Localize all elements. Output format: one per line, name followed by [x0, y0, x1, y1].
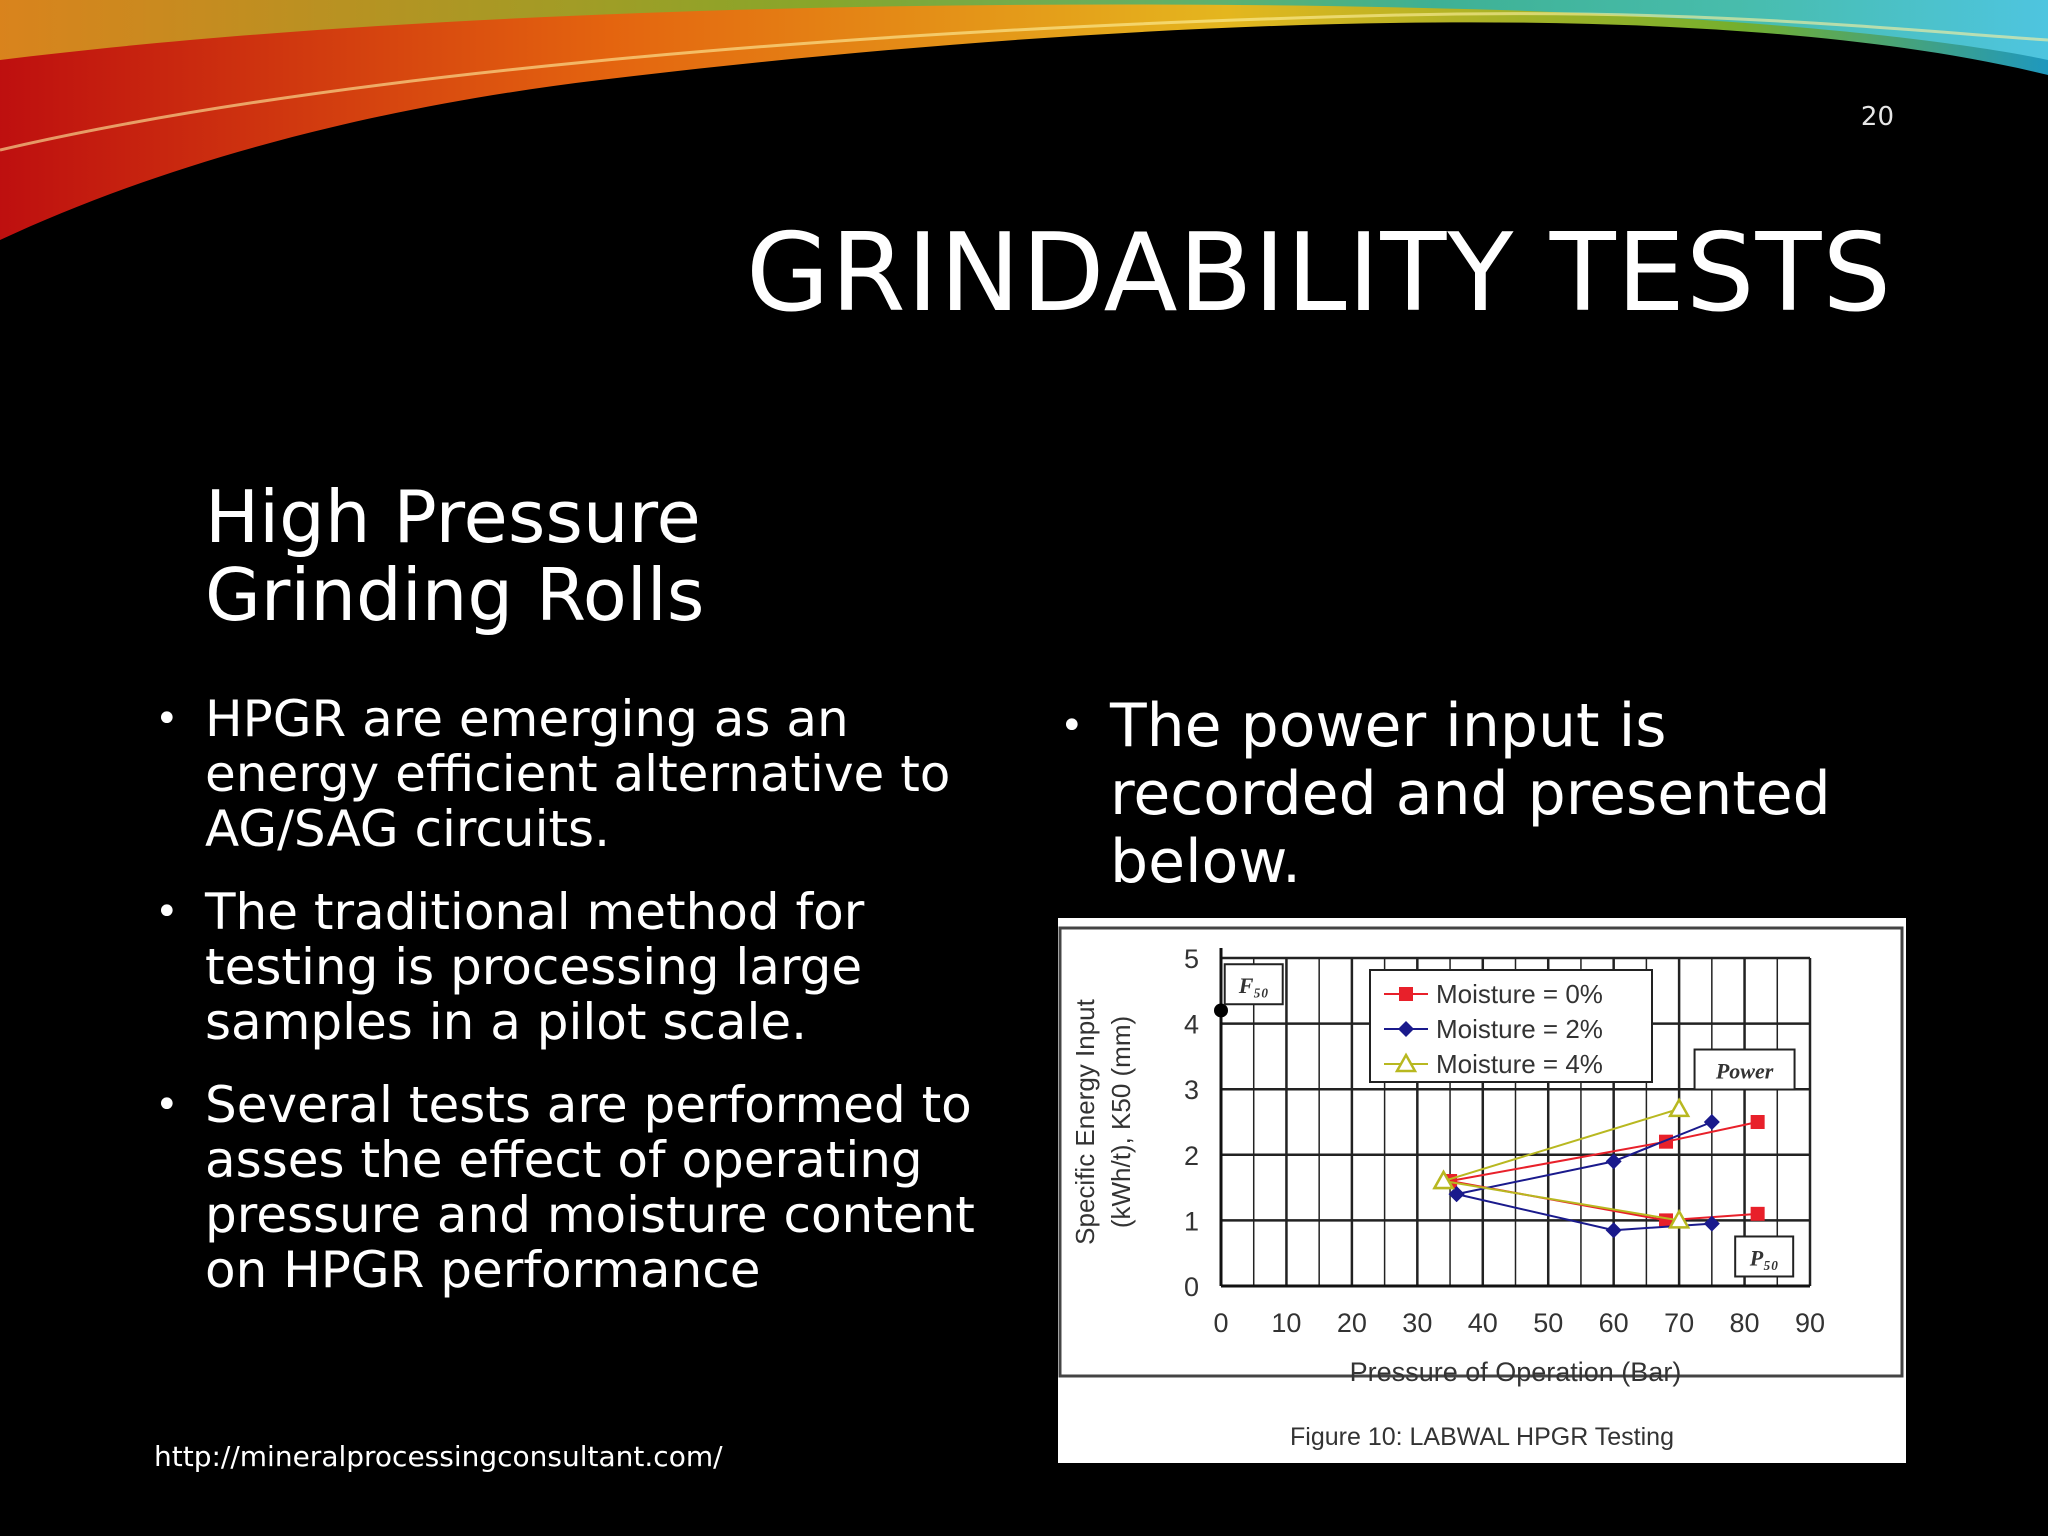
data-point-diamond	[1605, 1153, 1622, 1170]
decorative-swoosh	[0, 0, 2048, 240]
annotation-label: Power	[1715, 1059, 1774, 1084]
data-point-diamond	[1398, 1021, 1414, 1037]
slide-number: 20	[1860, 102, 1894, 132]
y-axis-label-line2: (kWh/t), K50 (mm)	[1106, 1016, 1136, 1228]
annotation-label: F₅₀	[1238, 973, 1269, 998]
bullet-dot-icon: •	[155, 889, 179, 935]
data-point-triangle	[1667, 1097, 1691, 1118]
data-point-triangle	[1394, 1052, 1418, 1073]
bullet-text: The traditional method for testing is pr…	[205, 883, 865, 1051]
y-tick-label: 4	[1184, 1010, 1199, 1040]
x-tick-label: 60	[1599, 1308, 1629, 1338]
x-tick-label: 10	[1271, 1308, 1301, 1338]
bullet-item: • HPGR are emerging as an energy efficien…	[155, 692, 1005, 857]
series-line	[1443, 1107, 1680, 1182]
bullet-item: • The traditional method for testing is p…	[155, 885, 1005, 1050]
data-point-square	[1750, 1115, 1765, 1129]
data-point-square	[1750, 1206, 1765, 1221]
series-line	[1443, 1180, 1680, 1222]
legend-label: Moisture = 0%	[1436, 979, 1603, 1009]
series-line	[1456, 1121, 1713, 1196]
x-tick-label: 20	[1337, 1308, 1367, 1338]
slide-subtitle: High Pressure Grinding Rolls	[205, 475, 705, 637]
y-tick-label: 1	[1184, 1206, 1199, 1236]
bullet-dot-icon: •	[155, 1082, 179, 1128]
chart-frame	[1058, 926, 1904, 1378]
data-point-triangle	[1667, 1208, 1691, 1229]
annotation-label: P₅₀	[1749, 1245, 1779, 1270]
x-tick-label: 30	[1402, 1308, 1432, 1338]
x-tick-label: 0	[1213, 1308, 1228, 1338]
y-axis-label-line1: Specific Energy Input	[1070, 998, 1100, 1244]
bullet-item: • Several tests are performed to asses th…	[155, 1078, 1005, 1298]
x-axis-label: Pressure of Operation (Bar)	[1350, 1357, 1682, 1387]
bullet-item: • The power input is recorded and present…	[1060, 692, 1940, 896]
data-point-diamond	[1448, 1186, 1465, 1203]
bullet-text: Several tests are performed to asses the…	[205, 1076, 975, 1299]
chart-figure: 0 10 20 30 40 50 60 70 80 90 0 1 2 3 4 5 Pressure of Ope…	[1058, 918, 1906, 1463]
chart-caption: Figure 10: LABWAL HPGR Testing	[1290, 1423, 1674, 1451]
x-tick-label: 70	[1664, 1308, 1694, 1338]
x-tick-label: 50	[1533, 1308, 1563, 1338]
slide-title: GRINDABILITY TESTS	[745, 211, 1892, 336]
x-tick-label: 90	[1795, 1308, 1825, 1338]
y-tick-label: 3	[1184, 1075, 1199, 1105]
x-tick-label: 80	[1730, 1308, 1760, 1338]
annotation-box	[1223, 963, 1284, 1006]
hpgr-chart: 0 10 20 30 40 50 60 70 80 90 0 1 2 3 4 5 Pressure of Ope…	[1058, 926, 1904, 1451]
annotation-box	[1734, 1235, 1795, 1278]
bullet-text: HPGR are emerging as an energy efficient…	[205, 690, 951, 858]
y-tick-label: 2	[1184, 1141, 1199, 1171]
y-tick-label: 0	[1184, 1272, 1199, 1302]
legend-label: Moisture = 2%	[1436, 1014, 1603, 1044]
data-point-triangle	[1432, 1169, 1455, 1190]
left-bullet-list: • HPGR are emerging as an energy efficien…	[155, 692, 1005, 1326]
feed-point-marker	[1214, 1003, 1228, 1018]
y-tick-label: 5	[1184, 944, 1199, 974]
data-point-square	[1399, 987, 1413, 1001]
data-point-diamond	[1703, 1215, 1720, 1232]
data-point-diamond	[1703, 1114, 1720, 1130]
x-tick-label: 40	[1468, 1308, 1498, 1338]
footer-url: http://mineralprocessingconsultant.com/	[154, 1440, 723, 1473]
annotation-box	[1693, 1048, 1796, 1091]
bullet-dot-icon: •	[1060, 703, 1084, 749]
data-point-diamond	[1605, 1222, 1622, 1239]
legend-label: Moisture = 4%	[1436, 1049, 1603, 1079]
bullet-dot-icon: •	[155, 696, 179, 742]
right-bullet-list: • The power input is recorded and present…	[1060, 692, 1940, 896]
bullet-text: The power input is recorded and presente…	[1110, 691, 1831, 897]
